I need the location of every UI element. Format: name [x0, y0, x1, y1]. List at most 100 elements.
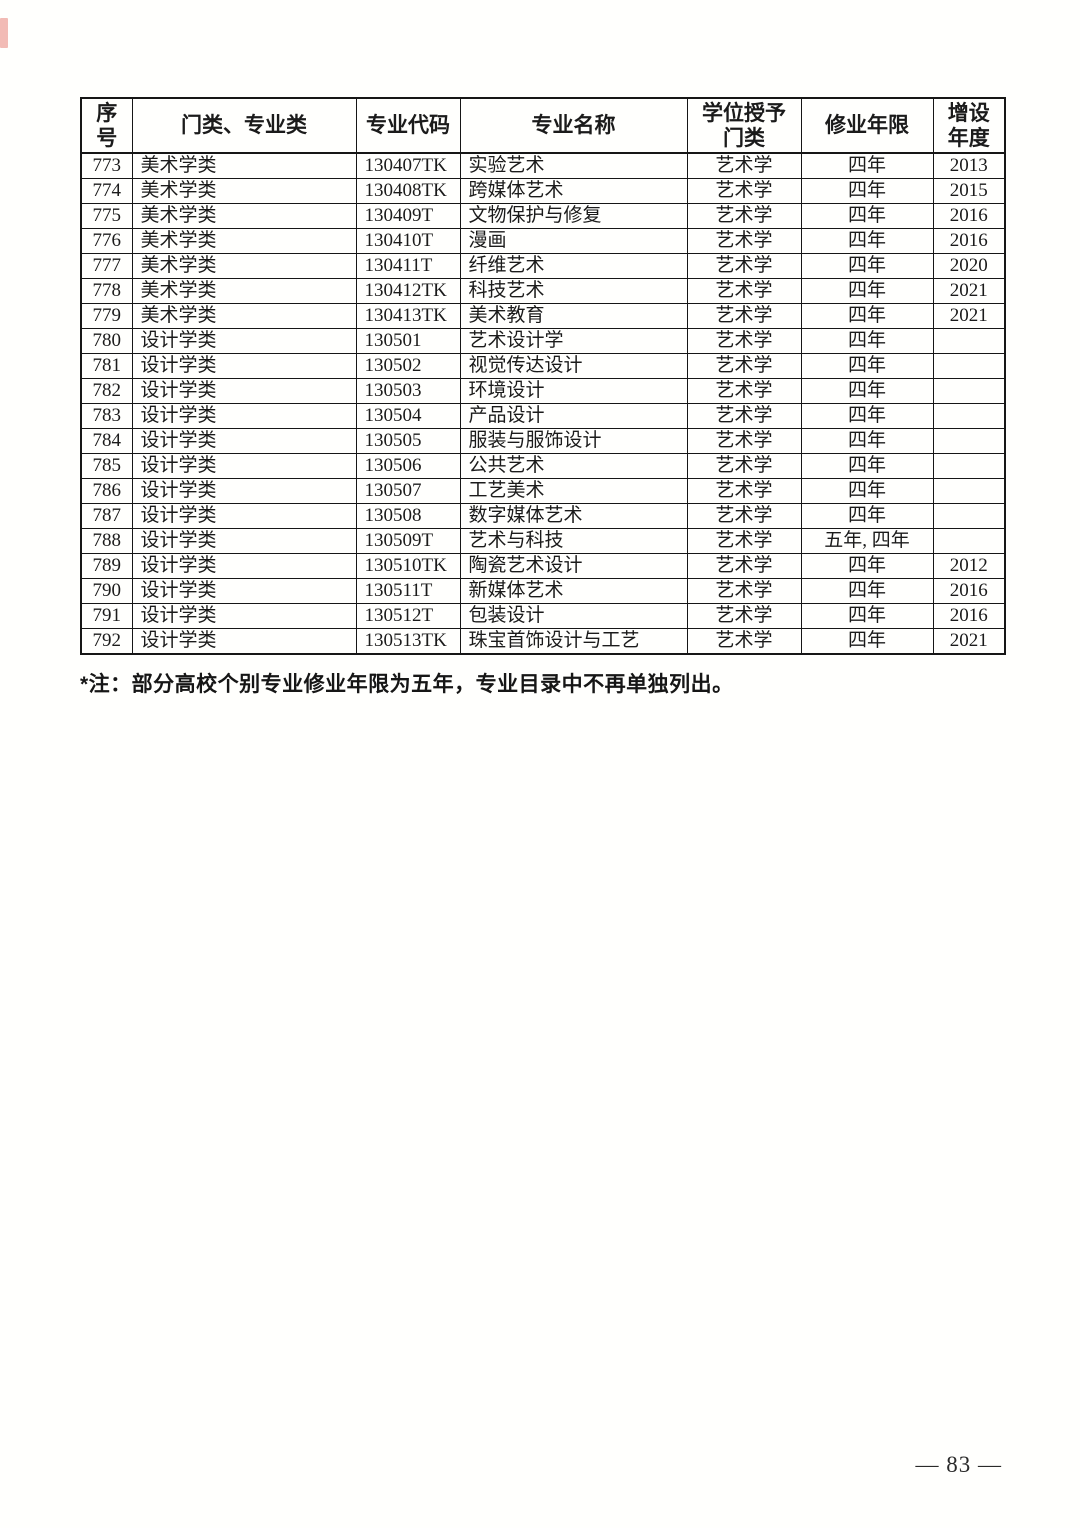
cell-study-duration: 四年: [800, 353, 934, 379]
cell-study-duration: 四年: [800, 178, 934, 204]
cell-category: 美术学类: [131, 253, 357, 279]
cell-major-name: 陶瓷艺术设计: [459, 553, 688, 579]
table-row: 789 设计学类 130510TK 陶瓷艺术设计 艺术学 四年 2012: [80, 553, 1006, 579]
table-row: 792 设计学类 130513TK 珠宝首饰设计与工艺 艺术学 四年 2021: [80, 628, 1006, 655]
cell-row-index: 774: [80, 178, 133, 204]
cell-major-code: 130502: [355, 353, 461, 379]
cell-category: 美术学类: [131, 303, 357, 329]
column-header-degree-category: 学位授予门类: [686, 97, 802, 154]
table-row: 783 设计学类 130504 产品设计 艺术学 四年: [80, 403, 1006, 429]
cell-year-added: [932, 378, 1006, 404]
table-row: 784 设计学类 130505 服装与服饰设计 艺术学 四年: [80, 428, 1006, 454]
cell-row-index: 781: [80, 353, 133, 379]
cell-major-name: 纤维艺术: [459, 253, 688, 279]
cell-category: 设计学类: [131, 478, 357, 504]
cell-degree-category: 艺术学: [686, 503, 802, 529]
cell-year-added: [932, 353, 1006, 379]
cell-major-name: 视觉传达设计: [459, 353, 688, 379]
cell-row-index: 775: [80, 203, 133, 229]
cell-study-duration: 四年: [800, 378, 934, 404]
table-row: 778 美术学类 130412TK 科技艺术 艺术学 四年 2021: [80, 278, 1006, 304]
table-row: 790 设计学类 130511T 新媒体艺术 艺术学 四年 2016: [80, 578, 1006, 604]
cell-year-added: 2021: [932, 278, 1006, 304]
cell-major-code: 130408TK: [355, 178, 461, 204]
cell-study-duration: 四年: [800, 478, 934, 504]
cell-category: 美术学类: [131, 152, 357, 179]
cell-major-name: 公共艺术: [459, 453, 688, 479]
cell-category: 设计学类: [131, 453, 357, 479]
cell-major-code: 130407TK: [355, 152, 461, 179]
column-header-major-code: 专业代码: [355, 97, 461, 154]
cell-year-added: [932, 328, 1006, 354]
cell-row-index: 788: [80, 528, 133, 554]
cell-study-duration: 四年: [800, 603, 934, 629]
cell-category: 设计学类: [131, 553, 357, 579]
column-header-category: 门类、专业类: [131, 97, 357, 154]
cell-study-duration: 四年: [800, 328, 934, 354]
cell-major-code: 130409T: [355, 203, 461, 229]
majors-table: 序号 门类、专业类 专业代码 专业名称 学位授予门类 修业年限 增设年度 773 美术学类 13…: [80, 97, 1006, 655]
table-row: 786 设计学类 130507 工艺美术 艺术学 四年: [80, 478, 1006, 504]
cell-category: 设计学类: [131, 378, 357, 404]
cell-degree-category: 艺术学: [686, 278, 802, 304]
cell-year-added: 2016: [932, 578, 1006, 604]
cell-study-duration: 四年: [800, 253, 934, 279]
cell-row-index: 780: [80, 328, 133, 354]
cell-category: 美术学类: [131, 228, 357, 254]
table-row: 775 美术学类 130409T 文物保护与修复 艺术学 四年 2016: [80, 203, 1006, 229]
cell-year-added: 2016: [932, 228, 1006, 254]
cell-major-code: 130505: [355, 428, 461, 454]
cell-year-added: 2013: [932, 152, 1006, 179]
cell-row-index: 792: [80, 628, 133, 655]
table-header-row: 序号 门类、专业类 专业代码 专业名称 学位授予门类 修业年限 增设年度: [80, 97, 1006, 154]
table-row: 788 设计学类 130509T 艺术与科技 艺术学 五年, 四年: [80, 528, 1006, 554]
cell-major-name: 产品设计: [459, 403, 688, 429]
cell-degree-category: 艺术学: [686, 478, 802, 504]
cell-major-name: 文物保护与修复: [459, 203, 688, 229]
cell-degree-category: 艺术学: [686, 178, 802, 204]
cell-degree-category: 艺术学: [686, 303, 802, 329]
table-row: 781 设计学类 130502 视觉传达设计 艺术学 四年: [80, 353, 1006, 379]
cell-study-duration: 四年: [800, 628, 934, 655]
cell-major-code: 130410T: [355, 228, 461, 254]
cell-degree-category: 艺术学: [686, 353, 802, 379]
cell-major-code: 130506: [355, 453, 461, 479]
cell-row-index: 787: [80, 503, 133, 529]
table-row: 791 设计学类 130512T 包装设计 艺术学 四年 2016: [80, 603, 1006, 629]
table-row: 782 设计学类 130503 环境设计 艺术学 四年: [80, 378, 1006, 404]
cell-degree-category: 艺术学: [686, 453, 802, 479]
cell-degree-category: 艺术学: [686, 578, 802, 604]
footnote: *注：部分高校个别专业修业年限为五年，专业目录中不再单独列出。: [80, 673, 734, 696]
cell-category: 美术学类: [131, 178, 357, 204]
cell-row-index: 785: [80, 453, 133, 479]
cell-major-name: 漫画: [459, 228, 688, 254]
cell-degree-category: 艺术学: [686, 378, 802, 404]
cell-major-name: 工艺美术: [459, 478, 688, 504]
cell-major-name: 新媒体艺术: [459, 578, 688, 604]
column-header-study-duration: 修业年限: [800, 97, 934, 154]
cell-row-index: 783: [80, 403, 133, 429]
cell-row-index: 790: [80, 578, 133, 604]
cell-year-added: [932, 478, 1006, 504]
cell-degree-category: 艺术学: [686, 403, 802, 429]
table-row: 774 美术学类 130408TK 跨媒体艺术 艺术学 四年 2015: [80, 178, 1006, 204]
scan-artifact-mark: [0, 18, 8, 48]
cell-row-index: 777: [80, 253, 133, 279]
cell-year-added: [932, 453, 1006, 479]
cell-year-added: [932, 503, 1006, 529]
cell-year-added: 2012: [932, 553, 1006, 579]
cell-category: 设计学类: [131, 353, 357, 379]
cell-degree-category: 艺术学: [686, 203, 802, 229]
cell-degree-category: 艺术学: [686, 328, 802, 354]
cell-category: 设计学类: [131, 403, 357, 429]
cell-category: 美术学类: [131, 203, 357, 229]
cell-major-name: 跨媒体艺术: [459, 178, 688, 204]
cell-row-index: 778: [80, 278, 133, 304]
column-header-major-name: 专业名称: [459, 97, 688, 154]
cell-category: 设计学类: [131, 603, 357, 629]
cell-study-duration: 五年, 四年: [800, 528, 934, 554]
cell-row-index: 773: [80, 152, 133, 179]
cell-row-index: 786: [80, 478, 133, 504]
cell-major-code: 130513TK: [355, 628, 461, 655]
